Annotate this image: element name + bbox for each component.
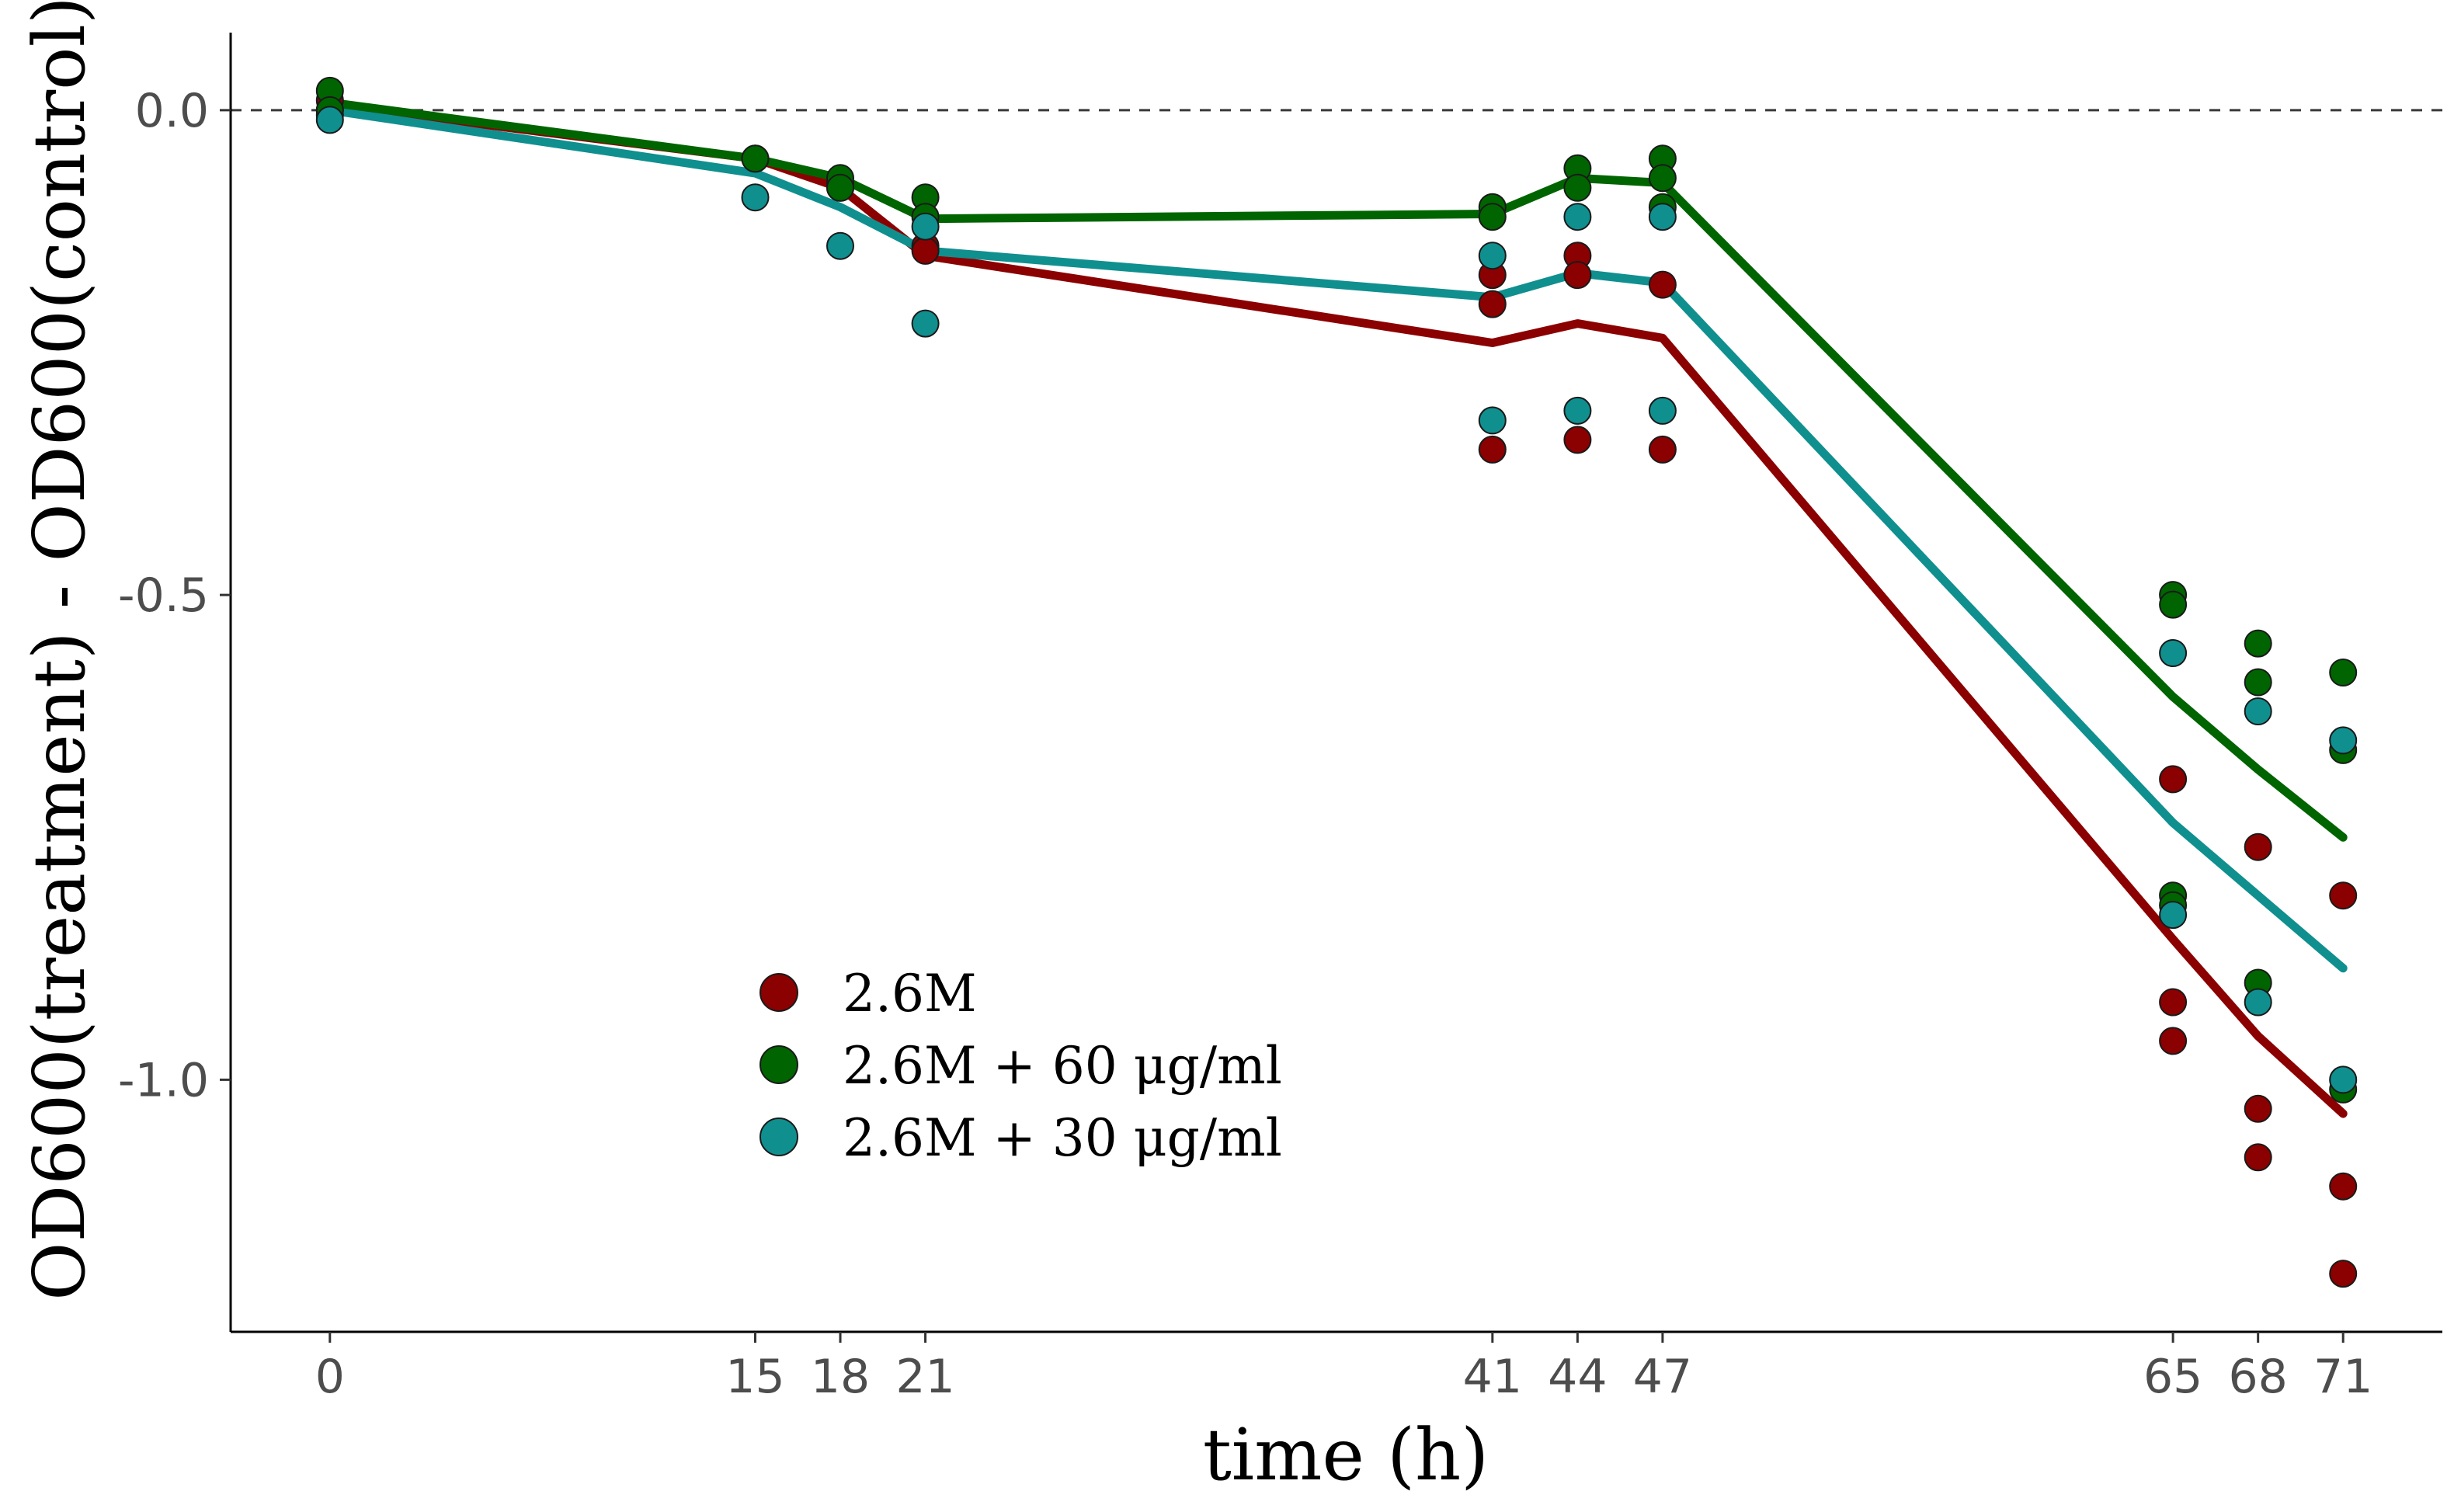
data-point-2-6m-30-g-ml <box>826 231 854 260</box>
data-point-2-6m-30-g-ml <box>1478 242 1507 270</box>
data-point-2-6m-60-g-ml <box>2329 659 2358 686</box>
data-point-2-6m <box>2329 881 2358 910</box>
data-point-2-6m-30-g-ml <box>2244 988 2272 1017</box>
ticks: 0 15 18 21 41 44 47 65 68 71 0.0 -0.5 -1.0 <box>118 84 2372 1404</box>
data-point-2-6m <box>2159 988 2188 1017</box>
series-line-2-6m-60-g-ml <box>325 98 2348 842</box>
data-point-2-6m-30-g-ml <box>1648 396 1677 425</box>
x-tick-label: 68 <box>2228 1350 2287 1404</box>
data-point-2-6m <box>1563 261 1592 290</box>
data-point-2-6m-60-g-ml <box>1648 164 1677 193</box>
data-point-2-6m-30-g-ml <box>1563 396 1592 425</box>
data-point-2-6m-60-g-ml <box>826 173 854 202</box>
data-point-2-6m <box>1648 270 1677 299</box>
y-tick-label: -0.5 <box>118 568 209 623</box>
data-point-2-6m-30-g-ml <box>741 183 770 212</box>
data-point-2-6m-30-g-ml <box>911 212 940 241</box>
x-tick-label: 0 <box>315 1350 345 1404</box>
data-point-2-6m-30-g-ml <box>2329 726 2358 755</box>
legend-label-2-6m-60-g-ml: 2.6M + 60 μg/ml <box>843 1036 1282 1096</box>
data-point-2-6m <box>1563 426 1592 454</box>
axes <box>229 33 2442 1333</box>
data-point-2-6m-60-g-ml <box>1478 203 1507 231</box>
data-point-2-6m-30-g-ml <box>1563 203 1592 231</box>
y-axis-title: OD600(treatment) - OD600(control) <box>18 0 101 1301</box>
data-point-2-6m <box>2244 1143 2272 1172</box>
data-point-2-6m-60-g-ml <box>2244 629 2272 658</box>
data-point-2-6m <box>1648 435 1677 464</box>
x-axis-title: time (h) <box>1203 1413 1489 1496</box>
x-tick-label: 21 <box>895 1350 954 1404</box>
legend-label-2-6m: 2.6M <box>843 964 977 1024</box>
series-line-2-6m <box>325 101 2348 1118</box>
data-point-2-6m-60-g-ml <box>741 144 770 173</box>
data-point-2-6m <box>1478 290 1507 318</box>
x-tick-label: 18 <box>811 1350 870 1404</box>
legend-swatch-dot <box>759 1117 798 1156</box>
data-point-2-6m-30-g-ml <box>2329 1065 2358 1094</box>
series-line-2-6m-30-g-ml <box>325 106 2348 973</box>
data-point-2-6m <box>2329 1172 2358 1201</box>
data-point-2-6m-30-g-ml <box>911 309 940 338</box>
data-point-2-6m <box>2159 765 2188 794</box>
data-point-2-6m <box>2244 832 2272 861</box>
legend-swatch-dot <box>759 973 798 1012</box>
data-point-2-6m-30-g-ml <box>2244 697 2272 725</box>
y-tick-label: -1.0 <box>118 1053 209 1107</box>
data-point-2-6m <box>1478 435 1507 464</box>
series-lines <box>325 98 2348 1118</box>
legend-label-2-6m-30-g-ml: 2.6M + 30 μg/ml <box>843 1108 1282 1168</box>
data-point-2-6m <box>911 236 940 265</box>
x-tick-label: 15 <box>725 1350 784 1404</box>
data-point-2-6m-30-g-ml <box>2159 901 2188 930</box>
data-point-2-6m-30-g-ml <box>2159 639 2188 667</box>
data-point-2-6m-60-g-ml <box>2159 590 2188 619</box>
data-point-2-6m-30-g-ml <box>315 106 344 134</box>
x-tick-label: 44 <box>1548 1350 1607 1404</box>
x-tick-label: 65 <box>2143 1350 2202 1404</box>
data-point-2-6m-60-g-ml <box>1563 173 1592 202</box>
data-point-2-6m-30-g-ml <box>1478 406 1507 435</box>
data-points <box>315 76 2358 1288</box>
data-point-2-6m-30-g-ml <box>1648 203 1677 231</box>
data-point-2-6m <box>2329 1260 2358 1288</box>
y-tick-label: 0.0 <box>135 84 209 138</box>
data-point-2-6m <box>2244 1094 2272 1123</box>
x-tick-label: 41 <box>1463 1350 1522 1404</box>
legend: 2.6M 2.6M + 60 μg/ml 2.6M + 30 μg/ml <box>759 964 1282 1168</box>
x-tick-label: 47 <box>1633 1350 1692 1404</box>
data-point-2-6m-60-g-ml <box>2244 668 2272 697</box>
legend-swatch-dot <box>759 1045 798 1084</box>
x-tick-label: 71 <box>2313 1350 2372 1404</box>
data-point-2-6m <box>2159 1027 2188 1055</box>
